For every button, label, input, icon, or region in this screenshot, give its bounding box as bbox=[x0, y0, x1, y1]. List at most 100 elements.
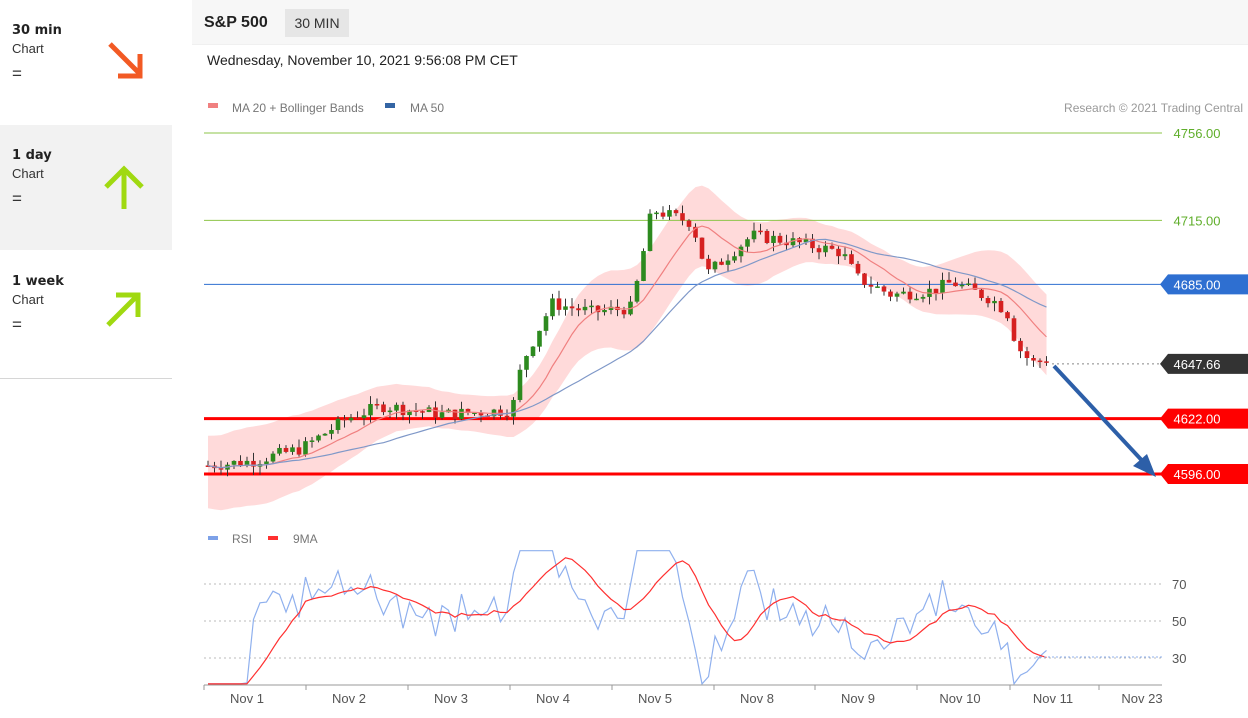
timeframe-equal: = bbox=[12, 189, 22, 208]
candle-body bbox=[374, 404, 380, 406]
timeframe-1week[interactable]: 1 week Chart = bbox=[0, 251, 172, 376]
candle-body bbox=[322, 433, 328, 436]
price-badge-label: 4596.00 bbox=[1174, 467, 1221, 482]
candle-body bbox=[758, 230, 763, 233]
candle-body bbox=[868, 284, 874, 287]
candle-body bbox=[1037, 360, 1043, 363]
candle-body bbox=[855, 263, 861, 274]
price-badge bbox=[1160, 353, 1248, 374]
candle-body bbox=[589, 305, 594, 308]
ma20-line bbox=[207, 225, 1047, 469]
candle-body bbox=[550, 298, 555, 317]
candle-body bbox=[439, 412, 445, 418]
rsi-legend-label: RSI bbox=[232, 532, 252, 546]
candle-body bbox=[387, 410, 393, 413]
candle-body bbox=[569, 306, 575, 309]
candle-body bbox=[420, 411, 425, 413]
candle-body bbox=[660, 212, 666, 217]
timeframe-1day[interactable]: 1 day Chart = bbox=[0, 125, 172, 250]
candle-body bbox=[862, 273, 867, 285]
copyright: Research © 2021 Trading Central bbox=[1064, 101, 1243, 115]
candle-body bbox=[881, 286, 887, 292]
candle-body bbox=[790, 238, 796, 246]
candle-body bbox=[901, 291, 906, 294]
price-chart[interactable]: MA 20 + Bollinger Bands MA 50 Research ©… bbox=[192, 0, 1248, 718]
x-tick-label: Nov 2 bbox=[332, 691, 366, 706]
candle-body bbox=[277, 447, 282, 454]
price-badges: 4756.00 4715.00 4685.00 4647.66 4622.00 4596.… bbox=[1160, 126, 1248, 484]
candle-body bbox=[231, 460, 237, 465]
candle-body bbox=[979, 289, 984, 299]
candle-body bbox=[849, 254, 854, 264]
candle-body bbox=[907, 291, 913, 300]
candle-body bbox=[270, 453, 276, 462]
candle-body bbox=[699, 237, 705, 259]
candle-body bbox=[264, 461, 269, 465]
x-tick-label: Nov 9 bbox=[841, 691, 875, 706]
candle-body bbox=[972, 283, 978, 290]
candle-body bbox=[738, 246, 744, 257]
candle-body bbox=[920, 296, 926, 299]
candle-body bbox=[303, 441, 308, 455]
candle-body bbox=[355, 417, 360, 420]
candle-body bbox=[511, 399, 516, 417]
price-badge bbox=[1160, 408, 1248, 429]
candle-body bbox=[784, 242, 789, 246]
x-tick-label: Nov 11 bbox=[1033, 691, 1073, 706]
timeframe-equal: = bbox=[12, 64, 22, 83]
timeframe-sub: Chart bbox=[12, 166, 44, 181]
rsi-line bbox=[208, 550, 1047, 686]
candle-body bbox=[1044, 361, 1049, 363]
candle-body bbox=[1005, 312, 1010, 319]
candle-body bbox=[634, 280, 640, 302]
rsi-ma-legend-label: 9MA bbox=[293, 532, 318, 546]
timeframe-badge[interactable]: 30 MIN bbox=[285, 9, 349, 37]
candle-body bbox=[647, 213, 653, 252]
candle-body bbox=[309, 440, 315, 442]
candle-body bbox=[875, 286, 880, 288]
x-tick-label: Nov 23 bbox=[1121, 691, 1162, 706]
rsi-level-label: 70 bbox=[1172, 577, 1186, 592]
candle-body bbox=[290, 447, 295, 452]
candle-body bbox=[407, 410, 412, 416]
candle-body bbox=[296, 447, 302, 455]
candle-body bbox=[797, 238, 802, 243]
candle-body bbox=[335, 418, 341, 430]
candle-body bbox=[348, 417, 354, 421]
candle-body bbox=[985, 298, 991, 304]
candle-body bbox=[836, 248, 841, 257]
candle-body bbox=[914, 298, 919, 301]
candle-body bbox=[329, 429, 334, 434]
candle-body bbox=[959, 284, 965, 287]
candle-body bbox=[1018, 340, 1023, 352]
candle-body bbox=[381, 404, 386, 413]
arrow-up-right-icon bbox=[106, 292, 141, 327]
timeframe-sub: Chart bbox=[12, 292, 44, 307]
forecast-arrow bbox=[1052, 364, 1156, 477]
candle-body bbox=[218, 468, 224, 470]
candle-body bbox=[732, 256, 737, 261]
x-tick-label: Nov 3 bbox=[434, 691, 468, 706]
candle-body bbox=[641, 251, 646, 281]
candle-body bbox=[1024, 351, 1030, 359]
candle-body bbox=[452, 409, 458, 419]
timeframe-label: 1 day bbox=[12, 148, 52, 163]
candle-body bbox=[563, 306, 568, 310]
candle-body bbox=[342, 418, 347, 421]
candle-body bbox=[478, 412, 484, 416]
price-level-label: 4756.00 bbox=[1174, 126, 1221, 141]
arrow-down-right-icon bbox=[108, 42, 143, 79]
candle-body bbox=[842, 254, 848, 257]
rsi-level-label: 30 bbox=[1172, 651, 1186, 666]
candle-body bbox=[745, 239, 750, 247]
candle-body bbox=[459, 408, 464, 419]
chart-panel: S&P 500 30 MIN Wednesday, November 10, 2… bbox=[192, 0, 1248, 718]
x-tick-label: Nov 4 bbox=[536, 691, 570, 706]
candle-body bbox=[316, 435, 321, 441]
symbol-title: S&P 500 bbox=[204, 14, 268, 31]
candle-body bbox=[602, 309, 607, 313]
price-badge bbox=[1160, 464, 1248, 484]
candle-body bbox=[621, 310, 627, 315]
candle-body bbox=[998, 300, 1004, 313]
timeframe-30min[interactable]: 30 min Chart = bbox=[0, 0, 172, 125]
